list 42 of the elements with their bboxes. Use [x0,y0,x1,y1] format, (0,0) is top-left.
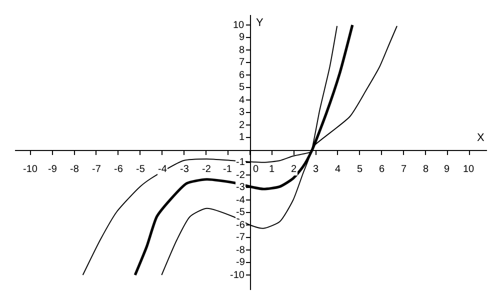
y-tick-label: 9 [239,32,245,43]
x-tick-label: 1 [269,164,275,175]
y-tick-label: 5 [239,82,245,93]
y-tick-label: -7 [236,232,246,243]
y-tick-label: 8 [239,45,245,56]
x-tick-label: -4 [158,164,168,175]
x-tick-label: -7 [92,164,102,175]
x-tick-label: 0 [253,164,259,175]
x-tick-label: -6 [114,164,124,175]
x-tick-label: 4 [335,164,341,175]
x-tick-label: -10 [23,164,38,175]
x-tick-label: -8 [70,164,80,175]
x-tick-label: 5 [357,164,363,175]
y-tick-label: 1 [239,132,245,143]
y-tick-label: -3 [236,182,246,193]
y-tick-label: -5 [236,207,246,218]
y-tick-label: 3 [239,107,245,118]
x-tick-label: 2 [291,164,297,175]
y-axis-title: Y [256,17,264,29]
y-tick-label: -10 [230,270,245,281]
y-tick-label: 4 [239,95,245,106]
y-tick-label: -9 [236,257,246,268]
y-tick-label: -6 [236,220,246,231]
x-tick-label: -9 [48,164,58,175]
x-tick-label: 7 [401,164,407,175]
y-tick-label: 2 [239,120,245,131]
x-tick-label: -1 [223,164,232,175]
x-tick-label: 10 [463,164,475,175]
x-tick-label: -5 [136,164,146,175]
y-tick-label: -8 [236,245,246,256]
x-tick-label: 9 [444,164,450,175]
x-tick-label: 8 [423,164,429,175]
x-tick-label: 3 [313,164,319,175]
y-tick-label: 10 [233,20,245,31]
y-tick-label: -1 [236,157,246,168]
y-tick-label: 6 [239,70,245,81]
x-axis-title: X [477,132,485,144]
x-tick-label: -3 [180,164,190,175]
x-tick-label: -2 [202,164,212,175]
x-tick-label: 6 [379,164,385,175]
y-tick-label: 7 [239,57,245,68]
y-tick-label: -4 [236,195,246,206]
